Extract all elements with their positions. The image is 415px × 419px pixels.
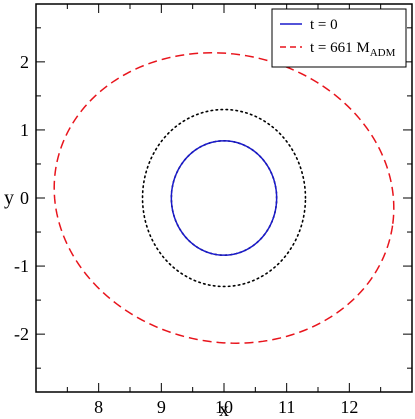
y-tick-label: -1 (14, 256, 29, 276)
x-tick-label: 11 (278, 397, 295, 417)
x-tick-label: 10 (215, 397, 233, 417)
y-tick-label: 2 (20, 52, 29, 72)
y-tick-label: 0 (20, 188, 29, 208)
legend-box (271, 8, 407, 68)
x-tick-label: 9 (157, 397, 166, 417)
legend-label-t0: t = 0 (310, 17, 338, 33)
legend-label-t661-sub: ADM (370, 47, 396, 59)
y-tick-label: -2 (14, 324, 29, 344)
curve-t0 (170, 140, 278, 256)
legend-label-t661-main: t = 661 M (310, 40, 370, 56)
y-tick-label: 1 (20, 120, 29, 140)
curve-t661 (53, 52, 395, 344)
legend-label-t661: t = 661 MADM (310, 40, 396, 59)
x-tick-label: 12 (340, 397, 358, 417)
x-axis-title: x (219, 399, 229, 419)
x-tick-label: 8 (94, 397, 103, 417)
curves (53, 52, 395, 344)
legend-label-t0-main: t = 0 (310, 17, 338, 33)
y-axis-title: y (4, 187, 14, 209)
curve-dotted-outer (141, 108, 307, 288)
legend: t = 0 t = 661 MADM (271, 8, 407, 68)
ticks (35, 4, 413, 392)
